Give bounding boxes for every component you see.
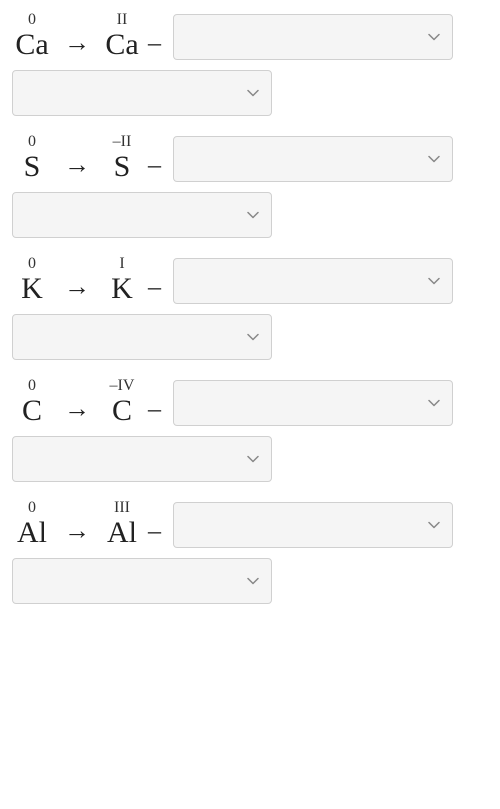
equation-line: 0C→–IVC– <box>12 378 488 426</box>
equation-line: 0Al→IIIAl– <box>12 500 488 548</box>
equation-row: 0S→–IIS– <box>12 134 488 238</box>
element-symbol-right: K <box>111 274 133 304</box>
dropdown-primary[interactable] <box>173 380 453 426</box>
oxidation-left: 0 <box>28 378 36 394</box>
chevron-down-icon <box>247 331 259 343</box>
arrow-icon: → <box>64 394 90 426</box>
element-symbol-left: Ca <box>15 30 48 60</box>
element-left: 0 Ca <box>12 12 52 60</box>
oxidation-left: 0 <box>28 12 36 28</box>
chevron-down-icon <box>247 453 259 465</box>
dropdown-secondary[interactable] <box>12 436 272 482</box>
arrow-icon: → <box>64 28 90 60</box>
dropdown-primary[interactable] <box>173 502 453 548</box>
dash-separator: – <box>148 28 161 60</box>
dropdown-secondary[interactable] <box>12 314 272 360</box>
dropdown-secondary[interactable] <box>12 192 272 238</box>
oxidation-left: 0 <box>28 134 36 150</box>
element-symbol-right: Al <box>107 518 137 548</box>
equation-row: 0C→–IVC– <box>12 378 488 482</box>
chevron-down-icon <box>247 575 259 587</box>
element-symbol-right: S <box>114 152 131 182</box>
element-symbol-left: K <box>21 274 43 304</box>
oxidation-right: III <box>114 500 130 516</box>
oxidation-right: II <box>117 12 128 28</box>
dropdown-primary[interactable] <box>173 258 453 304</box>
element-right: II Ca <box>102 12 142 60</box>
dash-separator: – <box>148 272 161 304</box>
arrow-icon: → <box>64 516 90 548</box>
dropdown-secondary[interactable] <box>12 70 272 116</box>
chevron-down-icon <box>247 87 259 99</box>
chevron-down-icon <box>428 31 440 43</box>
dash-separator: – <box>148 394 161 426</box>
chevron-down-icon <box>428 275 440 287</box>
chevron-down-icon <box>428 397 440 409</box>
element-left: 0K <box>12 256 52 304</box>
arrow-icon: → <box>64 150 90 182</box>
element-symbol-left: C <box>22 396 42 426</box>
element-symbol-left: Al <box>17 518 47 548</box>
element-left: 0S <box>12 134 52 182</box>
element-left: 0 Al <box>12 500 52 548</box>
dropdown-secondary[interactable] <box>12 558 272 604</box>
dash-separator: – <box>148 150 161 182</box>
chevron-down-icon <box>247 209 259 221</box>
element-symbol-right: C <box>112 396 132 426</box>
equation-line: 0Ca→IICa– <box>12 12 488 60</box>
oxidation-left: 0 <box>28 500 36 516</box>
element-right: –IV C <box>102 378 142 426</box>
element-left: 0C <box>12 378 52 426</box>
equation-row: 0Al→IIIAl– <box>12 500 488 604</box>
element-right: III Al <box>102 500 142 548</box>
arrow-icon: → <box>64 272 90 304</box>
element-symbol-right: Ca <box>105 30 138 60</box>
equation-line: 0S→–IIS– <box>12 134 488 182</box>
equation-row: 0K→IK– <box>12 256 488 360</box>
oxidation-left: 0 <box>28 256 36 272</box>
oxidation-right: –IV <box>110 378 135 394</box>
chevron-down-icon <box>428 519 440 531</box>
dropdown-primary[interactable] <box>173 136 453 182</box>
element-right: IK <box>102 256 142 304</box>
oxidation-right: –II <box>113 134 132 150</box>
chevron-down-icon <box>428 153 440 165</box>
dash-separator: – <box>148 516 161 548</box>
equation-row: 0Ca→IICa– <box>12 12 488 116</box>
equation-line: 0K→IK– <box>12 256 488 304</box>
element-symbol-left: S <box>24 152 41 182</box>
element-right: –II S <box>102 134 142 182</box>
dropdown-primary[interactable] <box>173 14 453 60</box>
oxidation-right: I <box>119 256 124 272</box>
